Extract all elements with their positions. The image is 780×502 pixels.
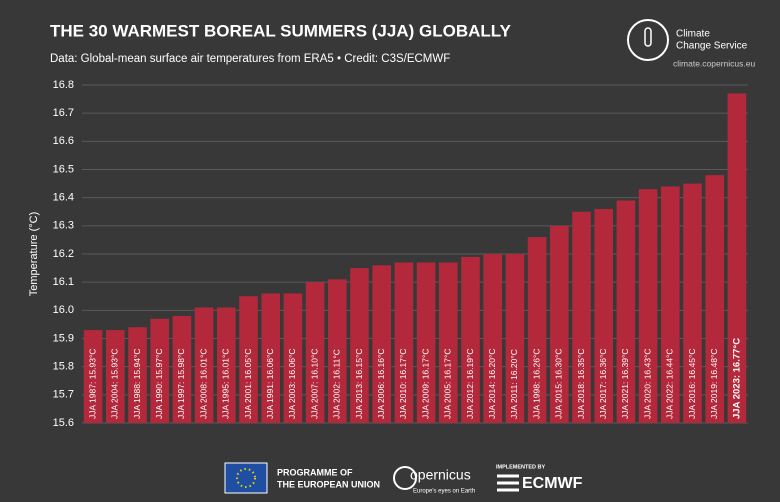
bar: [660, 186, 680, 423]
bar: [438, 262, 458, 423]
ecmwf-mark: [497, 474, 519, 492]
bar-label: JJA 1990: 15.97°C: [154, 348, 164, 419]
eu-text: THE EUROPEAN UNION: [277, 479, 380, 489]
eu-stars: [236, 468, 256, 488]
bar: [638, 189, 658, 423]
bar: [350, 268, 369, 423]
bar-label: JJA 2022: 16.44°C: [665, 348, 675, 419]
bar: [283, 293, 303, 423]
logo-text: Change Service: [676, 41, 748, 52]
y-tick-label: 16.0: [53, 304, 74, 316]
bar: [394, 262, 414, 423]
ecmwf-text: ECMWF: [522, 475, 583, 492]
logo-url: climate.copernicus.eu: [673, 58, 755, 68]
bar-label: JJA 1987: 15.93°C: [87, 348, 97, 419]
bar: [150, 318, 170, 423]
bar-label: JJA 2021: 16.39°C: [620, 348, 630, 419]
y-tick-label: 15.7: [53, 389, 74, 401]
footer: PROGRAMME OF THE EUROPEAN UNION opernicu…: [224, 462, 583, 495]
bar-label: JJA 2018: 16.35°C: [576, 348, 586, 419]
bar: [594, 208, 614, 423]
logo-ring: [627, 19, 669, 61]
bar-label: JJA 2017: 16.36°C: [598, 348, 608, 419]
bar-label: JJA 2015: 16.30°C: [554, 348, 564, 419]
bar-label: JJA 2020: 16.43°C: [642, 348, 652, 419]
bar-label: JJA 2012: 16.19°C: [465, 348, 475, 419]
y-tick-label: 16.4: [53, 192, 74, 204]
bar: [616, 200, 636, 423]
chart-title: THE 30 WARMEST BOREAL SUMMERS (JJA) GLOB…: [50, 21, 512, 40]
y-tick-label: 15.6: [53, 417, 74, 429]
copernicus-tagline: Europe's eyes on Earth: [413, 489, 475, 495]
bar: [527, 237, 547, 423]
bar-label: JJA 2009: 16.17°C: [420, 348, 430, 419]
bar-label: JJA 2006: 16.16°C: [376, 348, 386, 419]
y-axis-label: Temperature (°C): [28, 212, 40, 296]
bar-label: JJA 1995: 16.01°C: [221, 348, 231, 419]
bar: [261, 293, 281, 423]
y-tick-label: 15.8: [53, 361, 74, 373]
chart-subtitle: Data: Global-mean surface air temperatur…: [50, 53, 450, 65]
logo-thermometer: [644, 27, 652, 47]
bar: [327, 279, 347, 423]
c3s-logo: Climate Change Service climate.copernicu…: [627, 19, 755, 68]
bar-label: JJA 2016: 16.45°C: [687, 348, 697, 419]
bar-label: JJA 2001: 16.05°C: [243, 348, 253, 419]
y-tick-label: 16.7: [53, 107, 74, 119]
bar: [194, 307, 214, 423]
eu-flag: [224, 462, 268, 494]
bar: [461, 256, 480, 423]
logo-text: Climate: [676, 29, 710, 40]
bar-label: JJA 1998: 16.26°C: [531, 348, 541, 419]
bar-label: JJA 2004: 15.93°C: [110, 348, 120, 419]
bar-label: JJA 2010: 16.17°C: [398, 348, 408, 419]
bar: [172, 315, 192, 423]
copernicus-c: [393, 466, 417, 490]
bar: [216, 307, 236, 423]
bar: [128, 327, 147, 423]
y-tick-label: 16.3: [53, 220, 74, 232]
bar-label: JJA 2023: 16.77°C: [731, 338, 742, 419]
bar: [372, 265, 392, 423]
implemented-text: IMPLEMENTED BY: [496, 464, 546, 470]
bar-label: JJA 2008: 16.01°C: [198, 348, 208, 419]
bar: [83, 330, 103, 423]
bar-label: JJA 1988: 15.94°C: [132, 348, 142, 419]
bar: [572, 211, 591, 423]
y-tick-label: 16.2: [53, 248, 74, 260]
eu-text: PROGRAMME OF: [277, 467, 353, 477]
bar-label: JJA 1997: 15.98°C: [176, 348, 186, 419]
bar: [727, 93, 747, 423]
bar: [549, 225, 569, 423]
plot: 15.6 15.7 15.8 15.9 16.0 16.1 16.2 16.3 16.4 16.5…: [53, 79, 748, 429]
bar-label: JJA 2002: 16.11°C: [332, 349, 342, 419]
bar: [505, 254, 525, 423]
bar-label: JJA 2011: 16.20°C: [509, 349, 519, 419]
bar: [239, 296, 258, 423]
y-tick-label: 16.8: [53, 79, 74, 91]
bar: [416, 262, 436, 423]
bar: [305, 282, 325, 423]
bar-label: JJA 2013: 16.15°C: [354, 348, 364, 419]
bar-label: JJA 2005: 16.17°C: [443, 348, 453, 419]
y-tick-label: 16.5: [53, 163, 74, 175]
bar-label: JJA 1991: 16.06°C: [265, 348, 275, 419]
bar: [683, 183, 702, 423]
bar: [483, 254, 503, 423]
y-tick-label: 16.1: [53, 276, 74, 288]
bar-label: JJA 2014: 16.20°C: [487, 348, 497, 419]
bar-label: JJA 2007: 16.10°C: [309, 348, 319, 419]
bar-label: JJA 2019: 16.48°C: [709, 348, 719, 419]
bar: [105, 330, 125, 423]
bar-label: JJA 2003: 16.06°C: [287, 348, 297, 419]
copernicus-text: opernicus: [410, 467, 471, 483]
bar: [705, 175, 725, 423]
y-tick-label: 15.9: [53, 332, 74, 344]
y-tick-label: 16.6: [53, 135, 74, 147]
